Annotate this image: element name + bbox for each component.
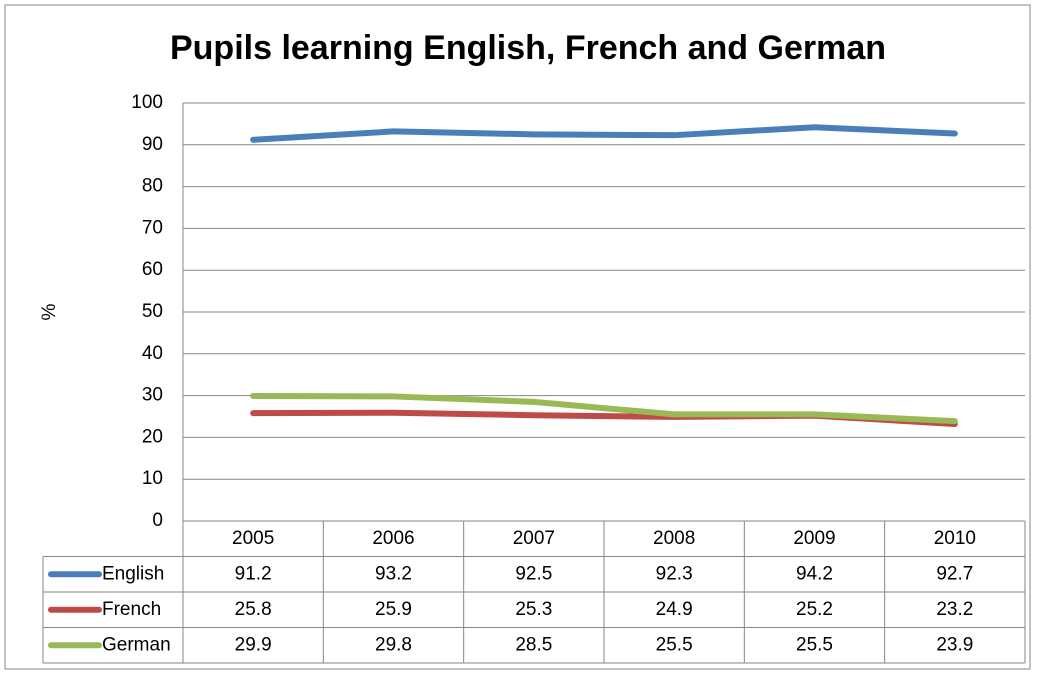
y-tick-label: 40 <box>142 343 163 364</box>
x-tick-label: 2009 <box>793 528 835 549</box>
table-value: 25.2 <box>796 599 833 620</box>
chart-title: Pupils learning English, French and Germ… <box>170 29 886 67</box>
series-line <box>250 124 958 143</box>
table-value: 92.5 <box>515 563 552 584</box>
table-value: 94.2 <box>796 563 833 584</box>
x-tick-label: 2008 <box>653 528 695 549</box>
x-tick-label: 2005 <box>232 528 274 549</box>
table-value: 23.9 <box>936 634 973 655</box>
y-tick-label: 30 <box>142 385 163 406</box>
table-value: 28.5 <box>515 634 552 655</box>
y-axis-label: % <box>39 303 60 320</box>
table-value: 25.5 <box>656 634 693 655</box>
x-tick-label: 2010 <box>934 528 976 549</box>
y-tick-label: 90 <box>142 134 163 155</box>
table-value: 24.9 <box>656 599 693 620</box>
table-value: 29.8 <box>375 634 412 655</box>
y-tick-label: 50 <box>142 301 163 322</box>
y-tick-label: 70 <box>142 217 163 238</box>
legend-label: French <box>102 599 161 620</box>
legend-label: German <box>102 634 171 655</box>
table-value: 91.2 <box>235 563 272 584</box>
table-value: 25.9 <box>375 599 412 620</box>
series-line <box>250 393 958 425</box>
table-value: 92.3 <box>656 563 693 584</box>
y-tick-label: 10 <box>142 468 163 489</box>
y-tick-label: 20 <box>142 426 163 447</box>
x-tick-label: 2006 <box>372 528 414 549</box>
table-value: 25.5 <box>796 634 833 655</box>
table-value: 23.2 <box>936 599 973 620</box>
table-value: 29.9 <box>235 634 272 655</box>
table-value: 25.8 <box>235 599 272 620</box>
legend-label: English <box>102 563 164 584</box>
table-value: 25.3 <box>515 599 552 620</box>
chart-frame <box>4 4 1031 670</box>
y-tick-label: 100 <box>131 92 163 113</box>
y-tick-label: 0 <box>152 510 163 531</box>
table-value: 93.2 <box>375 563 412 584</box>
x-tick-label: 2007 <box>513 528 555 549</box>
table-value: 92.7 <box>936 563 973 584</box>
y-tick-label: 60 <box>142 259 163 280</box>
y-tick-label: 80 <box>142 176 163 197</box>
